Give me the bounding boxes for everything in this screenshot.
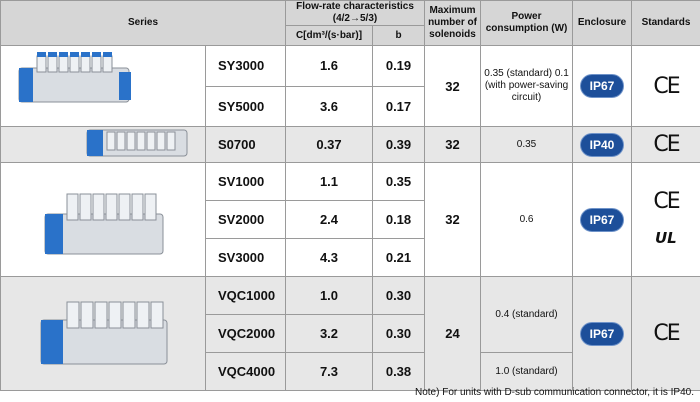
sv-manifold-image [0,162,206,277]
model-sv3000: SV3000 [205,238,286,277]
power-value: 0.6 [480,162,574,277]
ul-mark-icon: UL [653,228,679,246]
b-value: 0.35 [371,162,426,201]
power-value: 1.0 (standard) [480,352,574,391]
model-sv1000: SV1000 [205,162,286,201]
ip40-badge: IP40 [579,132,625,157]
s0700-manifold-image [0,126,206,163]
b-value: 0.18 [371,200,426,239]
model-vqc2000: VQC2000 [205,314,286,353]
enclosure-cell: IP67 [572,45,633,127]
c-value: 1.0 [285,276,373,315]
max-solenoids-value: 24 [424,276,482,391]
standards-cell: CE [631,276,700,391]
c-value: 4.3 [285,238,373,277]
table-row: SY3000 1.6 0.19 32 0.35 (standard) 0.1 (… [0,45,700,127]
c-value: 7.3 [285,352,373,391]
b-header: b [371,25,426,46]
standards-cell: CE [631,126,700,163]
max-solenoids-value: 32 [424,45,482,127]
b-value: 0.30 [371,276,426,315]
table-row: VQC4000 7.3 0.38 1.0 (standard) [1,352,700,391]
model-sy5000: SY5000 [205,85,286,127]
table-row: SV3000 4.3 0.21 [1,238,700,277]
power-value: 0.35 [480,126,574,163]
enclosure-cell: IP67 [572,162,633,277]
max-solenoids-header: Maximum number of solenoids [424,0,482,46]
b-value: 0.17 [371,85,426,127]
ip67-badge: IP67 [579,321,625,346]
b-value: 0.38 [371,352,426,391]
ce-mark-icon: CE [653,73,680,99]
enclosure-cell: IP40 [572,126,633,163]
table-row: VQC1000 1.0 0.30 24 0.4 (standard) IP67 … [0,276,700,391]
c-value: 1.6 [285,45,373,87]
series-header: Series [0,0,286,46]
table-row: SV1000 1.1 0.35 32 0.6 IP67 CE UL [0,162,700,277]
table-row: VQC2000 3.2 0.30 [1,314,700,353]
standards-cell: CE [631,45,700,127]
standards-cell: CE UL [631,162,700,277]
model-sv2000: SV2000 [205,200,286,239]
power-value: 0.35 (standard) 0.1 (with power-saving c… [480,45,574,127]
vqc-manifold-image [0,276,206,391]
power-value: 0.4 (standard) [480,276,574,353]
b-value: 0.30 [371,314,426,353]
max-solenoids-value: 32 [424,162,482,277]
spec-table: Series Flow-rate characteristics (4/2→5/… [0,0,700,391]
ip67-badge: IP67 [579,207,625,232]
c-value: 2.4 [285,200,373,239]
enclosure-header: Enclosure [572,0,633,46]
b-value: 0.19 [371,45,426,87]
c-value: 0.37 [285,126,373,163]
c-unit-header: C[dm³/(s·bar)] [285,25,373,46]
enclosure-cell: IP67 [572,276,633,391]
ip67-badge: IP67 [579,74,625,98]
b-value: 0.21 [371,238,426,277]
model-vqc4000: VQC4000 [205,352,286,391]
sy-manifold-image [0,45,206,127]
ce-mark-icon: CE [653,188,680,214]
model-s0700: S0700 [205,126,286,163]
power-header: Power consumption (W) [480,0,574,46]
model-sy3000: SY3000 [205,45,286,87]
flow-rate-header: Flow-rate characteristics (4/2→5/3) [284,0,426,26]
max-solenoids-value: 32 [424,126,482,163]
c-value: 3.6 [285,85,373,127]
b-value: 0.39 [371,126,426,163]
ce-mark-icon: CE [653,132,680,157]
ce-mark-icon: CE [653,321,680,346]
footnote: Note) For units with D-sub communication… [414,387,694,398]
c-value: 1.1 [285,162,373,201]
ul-mark-text: UL [655,229,677,246]
standards-header: Standards [631,0,700,46]
model-vqc1000: VQC1000 [205,276,286,315]
table-row: SV2000 2.4 0.18 [1,200,700,239]
table-row: S0700 0.37 0.39 32 0.35 IP40 CE [0,126,700,163]
c-value: 3.2 [285,314,373,353]
table-row: SY5000 3.6 0.17 [1,85,700,127]
